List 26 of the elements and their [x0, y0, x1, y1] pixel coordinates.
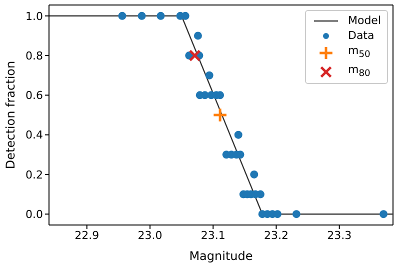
point — [380, 210, 388, 218]
x-tick-label: 23.3 — [327, 228, 352, 242]
y-tick-label: 1.0 — [26, 10, 43, 23]
point — [138, 12, 146, 20]
x-tick-label: 22.9 — [74, 228, 100, 242]
point — [118, 12, 126, 20]
point — [234, 130, 242, 139]
legend-label: m$_{80}$ — [348, 62, 370, 82]
point — [156, 12, 165, 20]
x-axis-title: Magnitude — [189, 249, 253, 263]
y-tick-label: 0.4 — [26, 128, 43, 142]
x-tick-label: 23.1 — [200, 228, 226, 242]
point — [194, 32, 202, 40]
point — [292, 210, 300, 218]
x-tick-label: 23.2 — [264, 228, 288, 242]
y-axis-title: Detection fraction — [3, 60, 18, 170]
legend-label: Model — [348, 13, 381, 28]
y-tick-label: 0.8 — [26, 49, 43, 62]
y-tick-label: 0.2 — [26, 168, 43, 182]
legend-label: m$_{50}$ — [348, 43, 370, 62]
x-tick-label: 23.0 — [138, 228, 162, 242]
legend-label: Data — [348, 28, 374, 43]
y-tick-label: 0.6 — [26, 89, 43, 102]
y-tick-label: 0.0 — [26, 208, 43, 222]
point — [205, 71, 214, 80]
point — [250, 170, 258, 178]
